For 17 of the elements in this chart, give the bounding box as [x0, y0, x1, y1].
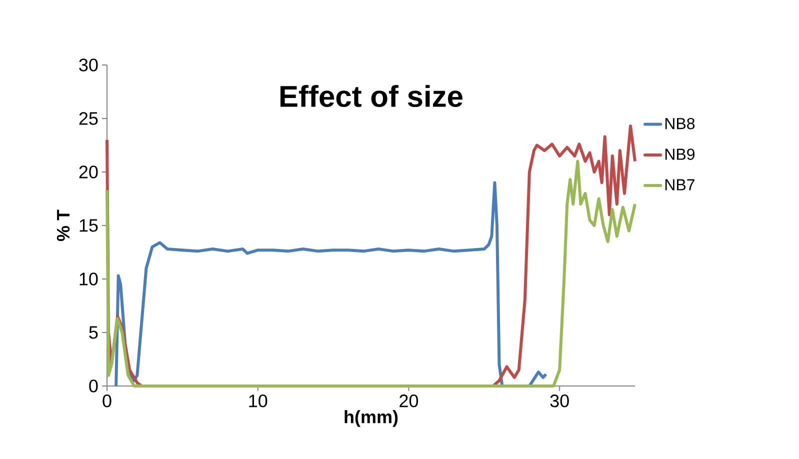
x-tick-label: 30: [550, 394, 569, 408]
x-tick-label: 0: [102, 394, 112, 408]
legend-label: NB8: [665, 118, 695, 130]
x-axis-title: h(mm): [344, 410, 398, 427]
y-tick-label: 20: [79, 166, 98, 178]
text: Effect of size: [280, 85, 462, 108]
y-tick-label: 25: [79, 112, 98, 125]
x-tick-label: 10: [249, 394, 268, 408]
y-tick-label: 5: [89, 326, 98, 339]
y-tick-label: 10: [80, 272, 98, 286]
y-tick-label: 30: [79, 58, 98, 72]
legend-label: NB9: [665, 148, 694, 160]
x-tick-label: 20: [400, 394, 418, 408]
y-tick-label: 15: [80, 219, 98, 232]
y-axis-title: % T: [56, 210, 70, 242]
y-tick-label: 0: [89, 380, 98, 392]
legend-label: NB7: [665, 179, 694, 190]
